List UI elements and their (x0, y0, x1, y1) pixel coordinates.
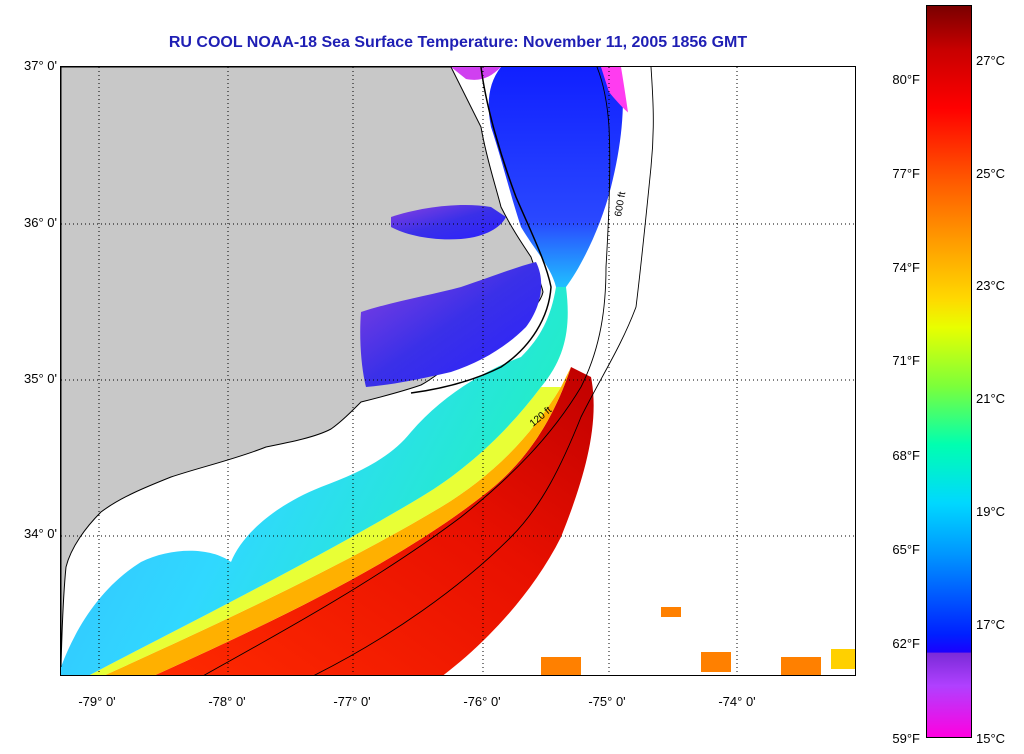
cloud-gaps (541, 607, 855, 675)
colorbar-f-77: 77°F (892, 166, 920, 181)
sst-map[interactable]: 120 ft 600 ft (60, 66, 856, 676)
cloud-field (621, 67, 855, 675)
northern-cold-water (488, 67, 623, 287)
contour-label-600: 600 ft (613, 191, 628, 218)
cold-patch-north-2 (451, 67, 501, 80)
colorbar-f-68: 68°F (892, 448, 920, 463)
colorbar-f-71: 71°F (892, 353, 920, 368)
lat-tick-34: 34° 0' (24, 526, 57, 541)
lon-tick-79: -79° 0' (78, 694, 116, 709)
lon-tick-78: -78° 0' (208, 694, 246, 709)
colorbar-c-25: 25°C (976, 166, 1006, 181)
colorbar-c-21: 21°C (976, 391, 1006, 406)
lon-tick-76: -76° 0' (463, 694, 501, 709)
colorbar-c-23: 23°C (976, 278, 1006, 293)
pamlico-sound (360, 262, 542, 387)
lon-tick-75: -75° 0' (588, 694, 626, 709)
contour-600ft (313, 67, 654, 675)
lat-tick-35: 35° 0' (24, 371, 57, 386)
colorbar-f-62: 62°F (892, 636, 920, 651)
colorbar-c-19: 19°C (976, 504, 1006, 519)
lat-lon-grid (61, 67, 855, 675)
colorbar-c-15: 15°C (976, 731, 1006, 746)
colorbar-c-17: 17°C (976, 617, 1006, 632)
temperature-colorbar (926, 5, 972, 738)
lat-tick-36: 36° 0' (24, 215, 57, 230)
map-title: RU COOL NOAA-18 Sea Surface Temperature:… (168, 34, 748, 51)
lat-tick-37: 37° 0' (24, 58, 57, 73)
colorbar-f-74: 74°F (892, 260, 920, 275)
colorbar-c-27: 27°C (976, 53, 1006, 68)
gulf-stream-region (155, 367, 594, 675)
colorbar-f-80: 80°F (892, 72, 920, 87)
sst-map-canvas: 120 ft 600 ft (61, 67, 855, 675)
outer-banks (410, 67, 552, 394)
lon-tick-77: -77° 0' (333, 694, 371, 709)
colorbar-f-59: 59°F (892, 731, 920, 746)
shelf-water (61, 287, 568, 675)
colorbar-f-65: 65°F (892, 542, 920, 557)
contour-120ft (203, 67, 611, 675)
lon-tick-74: -74° 0' (718, 694, 756, 709)
albemarle-sound (391, 205, 506, 240)
